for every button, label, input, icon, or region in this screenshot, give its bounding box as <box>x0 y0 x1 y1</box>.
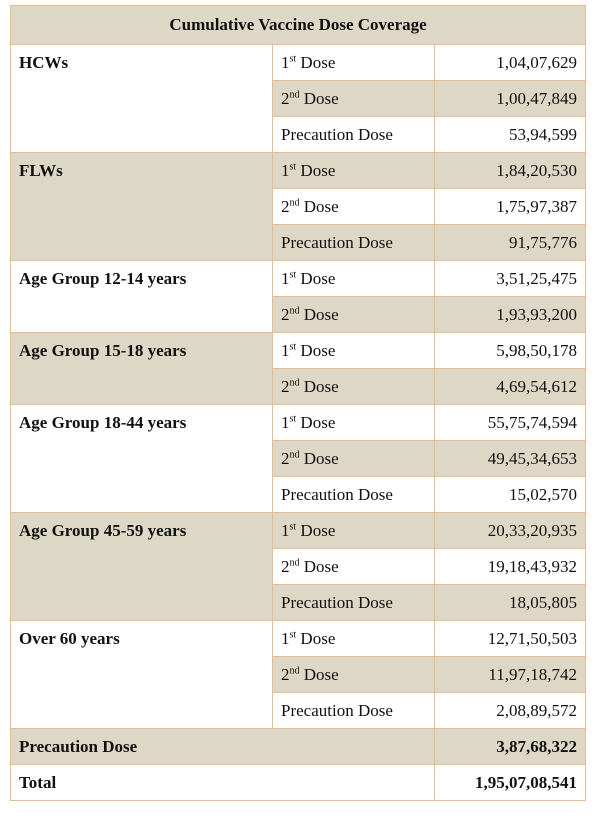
table-row: 2nd Dose 4,69,54,612 <box>11 368 587 405</box>
dose-label: 2nd Dose <box>272 296 435 333</box>
dose-label: Precaution Dose <box>272 584 435 621</box>
dose-label: Precaution Dose <box>272 692 435 729</box>
dose-value: 1,93,93,200 <box>433 296 587 333</box>
table-row: Precaution Dose 18,05,805 <box>11 584 587 621</box>
table-row: 2nd Dose 19,18,43,932 <box>11 548 587 585</box>
dose-label: 1st Dose <box>272 44 435 81</box>
dose-value: 1,75,97,387 <box>433 188 587 225</box>
summary-value: 3,87,68,322 <box>433 728 587 765</box>
summary-value: 1,95,07,08,541 <box>433 764 587 801</box>
dose-value: 1,84,20,530 <box>433 152 587 189</box>
table-row: Age Group 18-44 years 1st Dose 55,75,74,59… <box>10 404 587 513</box>
dose-label: Precaution Dose <box>272 224 435 261</box>
dose-label: Precaution Dose <box>272 476 435 513</box>
table-row: 2nd Dose 11,97,18,742 <box>11 656 587 693</box>
table-row: Age Group 15-18 years 1st Dose 5,98,50,178 <box>10 332 587 405</box>
table-row: Precaution Dose 53,94,599 <box>11 116 587 153</box>
table-row: HCWs 1st Dose 1,04,07,629 <box>10 44 587 153</box>
table-row: 2nd Dose 49,45,34,653 <box>11 440 587 477</box>
table-row: Age Group 12-14 years 1st Dose 3,51,25,475 <box>10 260 587 333</box>
table-row: 2nd Dose 1,75,97,387 <box>11 188 587 225</box>
dose-label: 2nd Dose <box>272 440 435 477</box>
dose-label: 1st Dose <box>272 332 435 369</box>
summary-row: Precaution Dose 3,87,68,322 <box>10 728 587 765</box>
dose-value: 18,05,805 <box>433 584 587 621</box>
dose-label: 1st Dose <box>272 512 435 549</box>
dose-label: 2nd Dose <box>272 80 435 117</box>
group-name: Over 60 years <box>10 620 273 729</box>
dose-value: 19,18,43,932 <box>433 548 587 585</box>
title-row: Cumulative Vaccine Dose Coverage <box>9 5 587 45</box>
coverage-table: Cumulative Vaccine Dose Coverage HCWs 1st… <box>9 5 587 801</box>
dose-value: 4,69,54,612 <box>433 368 587 405</box>
dose-label: 1st Dose <box>272 620 435 657</box>
dose-label: 2nd Dose <box>272 368 435 405</box>
summary-row: Total 1,95,07,08,541 <box>10 764 587 801</box>
table-row: Precaution Dose 2,08,89,572 <box>11 692 587 729</box>
dose-value: 15,02,570 <box>433 476 587 513</box>
group-name: Age Group 45-59 years <box>10 512 273 621</box>
group-name: HCWs <box>10 44 273 153</box>
group-name: Age Group 12-14 years <box>10 260 273 333</box>
group-name: Age Group 15-18 years <box>10 332 273 405</box>
dose-value: 12,71,50,503 <box>433 620 587 657</box>
table-row: 2nd Dose 1,93,93,200 <box>11 296 587 333</box>
dose-label: 2nd Dose <box>272 656 435 693</box>
table-row: Age Group 45-59 years 1st Dose 20,33,20,93… <box>10 512 587 621</box>
dose-value: 91,75,776 <box>433 224 587 261</box>
group-name: Age Group 18-44 years <box>10 404 273 513</box>
table-row: Precaution Dose 15,02,570 <box>11 476 587 513</box>
dose-value: 53,94,599 <box>433 116 587 153</box>
table-row: Over 60 years 1st Dose 12,71,50,503 <box>10 620 587 729</box>
dose-value: 1,00,47,849 <box>433 80 587 117</box>
table-row: FLWs 1st Dose 1,84,20,530 <box>10 152 587 261</box>
table-body: Cumulative Vaccine Dose Coverage HCWs 1st… <box>9 5 587 801</box>
dose-label: 2nd Dose <box>272 188 435 225</box>
dose-value: 2,08,89,572 <box>433 692 587 729</box>
dose-label: Precaution Dose <box>272 116 435 153</box>
dose-value: 1,04,07,629 <box>433 44 587 81</box>
summary-label: Total <box>10 764 435 801</box>
dose-label: 1st Dose <box>272 152 435 189</box>
summary-label: Precaution Dose <box>10 728 435 765</box>
dose-value: 20,33,20,935 <box>433 512 587 549</box>
dose-value: 3,51,25,475 <box>433 260 587 297</box>
dose-label: 2nd Dose <box>272 548 435 585</box>
dose-value: 5,98,50,178 <box>433 332 587 369</box>
table-row: Precaution Dose 91,75,776 <box>11 224 587 261</box>
dose-value: 55,75,74,594 <box>433 404 587 441</box>
dose-value: 49,45,34,653 <box>433 440 587 477</box>
dose-value: 11,97,18,742 <box>433 656 587 693</box>
group-name: FLWs <box>10 152 273 261</box>
dose-label: 1st Dose <box>272 404 435 441</box>
table-title: Cumulative Vaccine Dose Coverage <box>9 5 587 45</box>
dose-label: 1st Dose <box>272 260 435 297</box>
